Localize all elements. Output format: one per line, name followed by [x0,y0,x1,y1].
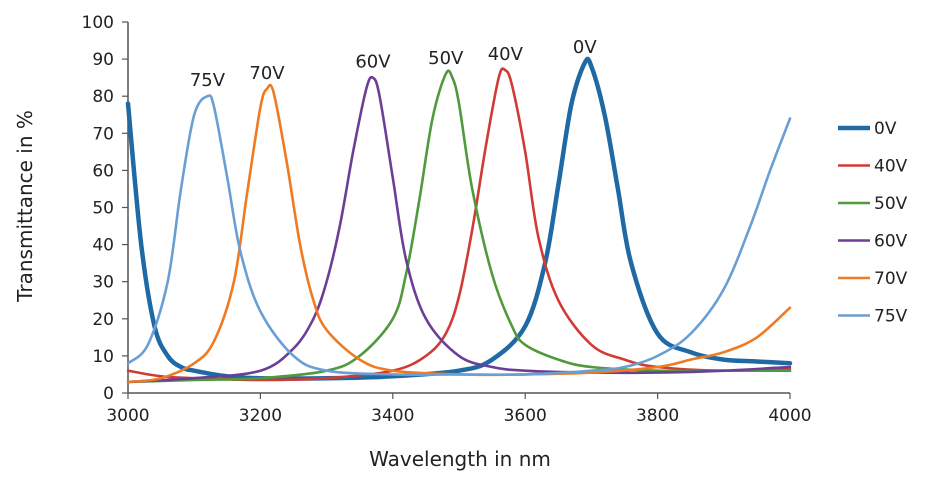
y-tick-label: 10 [92,347,114,367]
y-tick-label: 50 [92,199,114,219]
legend-label-75v: 75V [874,307,908,327]
y-axis-title: Transmittance in % [13,110,37,303]
x-tick-label: 3200 [239,406,282,426]
y-tick-label: 40 [92,236,114,256]
legend-label-70v: 70V [874,269,908,289]
peak-label-50v: 50V [428,48,464,69]
legend-label-40v: 40V [874,157,908,177]
series-line-70v [126,83,792,384]
y-tick-label: 30 [92,273,114,293]
y-tick-label: 0 [103,384,114,404]
x-tick-label: 3400 [371,406,414,426]
peak-label-60v: 60V [355,52,391,73]
x-tick-label: 3600 [504,406,547,426]
x-tick-label: 3000 [106,406,149,426]
peak-label-40v: 40V [488,44,524,65]
legend-label-0v: 0V [874,119,897,139]
y-tick-label: 80 [92,87,114,107]
x-axis-title: Wavelength in nm [369,447,551,471]
x-tick-label: 3800 [636,406,679,426]
y-tick-label: 100 [82,13,114,33]
y-tick-label: 70 [92,124,114,144]
y-tick-label: 20 [92,310,114,330]
y-tick-label: 60 [92,161,114,181]
series-line-50v [126,69,792,384]
series-line-75v [126,94,792,377]
peak-label-75v: 75V [190,70,226,91]
series-layer [125,56,793,384]
peak-labels: 0V 40V 50V 60V 70V 75V [190,37,598,91]
axes: 0 10 20 30 40 50 60 70 80 90 100 3000 3200 3400 3600 38… [82,13,812,426]
series-line-0v [125,56,793,381]
x-tick-label: 4000 [768,406,811,426]
legend: 0V 40V 50V 60V 70V 75V [838,119,908,327]
y-tick-label: 90 [92,50,114,70]
legend-label-50v: 50V [874,194,908,214]
peak-label-0v: 0V [573,37,597,58]
legend-label-60v: 60V [874,232,908,252]
peak-label-70v: 70V [249,63,285,84]
series-line-60v [126,75,792,384]
series-line-40v [126,67,792,382]
